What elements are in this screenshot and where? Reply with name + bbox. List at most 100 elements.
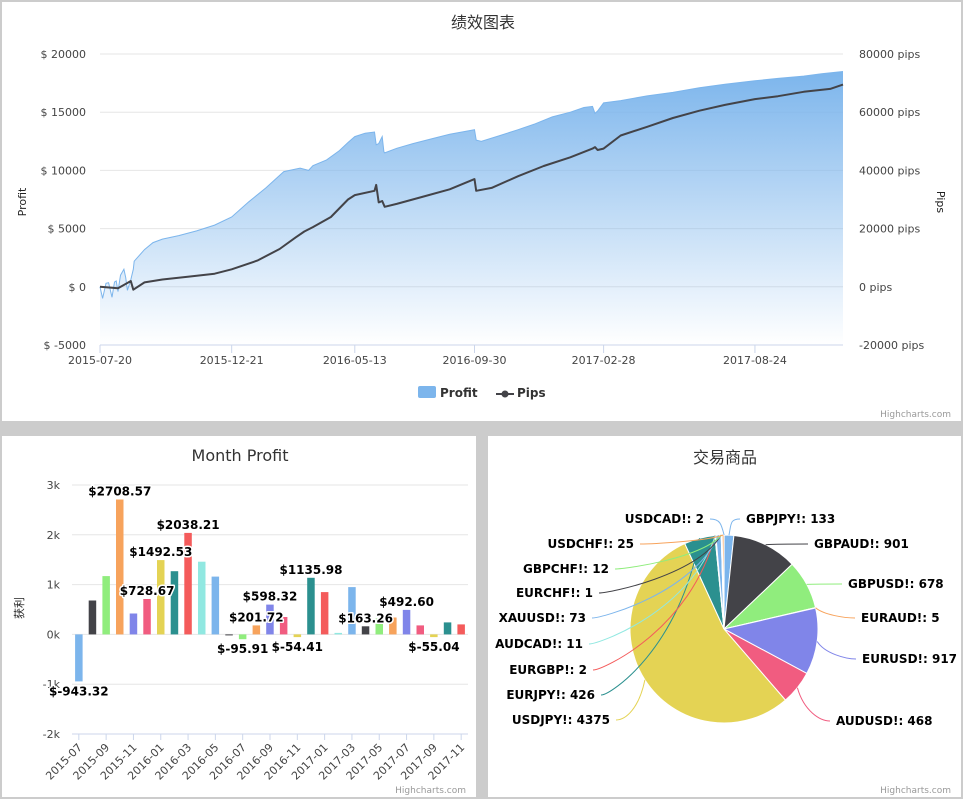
pie-label: GBPCHF!: 12	[523, 562, 609, 576]
bar-data-label: $1492.53	[129, 545, 192, 559]
bar-data-label: $201.72	[229, 610, 284, 624]
legend-item-pips[interactable]: Pips	[496, 386, 546, 400]
pie-slice	[723, 534, 793, 631]
month-bar	[307, 577, 315, 635]
pie-label: EURAUD!: 5	[861, 611, 940, 625]
month-bar	[361, 626, 370, 635]
pie-label: GBPAUD!: 901	[814, 537, 909, 551]
pie-connector	[614, 534, 723, 570]
legend-item-profit[interactable]: Profit	[418, 386, 478, 400]
profit-line	[99, 71, 844, 299]
bar-data-label: $-55.04	[408, 640, 459, 654]
y-tick-label: -1k	[43, 678, 61, 691]
legend-label-profit: Profit	[440, 386, 478, 400]
month-bar	[402, 609, 411, 635]
month-bar	[252, 625, 261, 635]
month-profit-panel: Month Profit -2k -1k 0k 1k 2k 3k 2015-07 2015-…	[2, 436, 476, 797]
pie-label: USDJPY!: 4375	[512, 713, 610, 727]
bar-data-label: $-54.41	[272, 640, 323, 654]
month-bar	[88, 600, 97, 635]
month-bar	[184, 532, 192, 635]
month-bar	[389, 617, 397, 635]
month-bar	[170, 571, 179, 635]
month-bar	[198, 561, 206, 635]
month-bar	[375, 618, 383, 635]
pie-connector	[598, 534, 722, 594]
x-tick-label: 2015-07-20	[68, 354, 132, 367]
bar-data-label: $163.26	[338, 611, 393, 625]
x-tick-label: 2016-05-13	[323, 354, 387, 367]
performance-chart: 绩效图表 $ -5000 $ 0 $ 5000 $ 10000 $ 15000 $ 200…	[16, 13, 951, 420]
month-bar	[75, 634, 83, 682]
month-bar	[102, 576, 110, 635]
instruments-pie-panel: 交易商品 USDCAD!: 2 GBPJPY!: 133 GBPAUD!: 901 G…	[488, 436, 961, 797]
y-right-tick-label: 0 pips	[859, 281, 893, 294]
x-tick-label: 2016-09-30	[443, 354, 507, 367]
y-tick-label: $ 5000	[48, 223, 87, 236]
legend-label-pips: Pips	[517, 386, 546, 400]
month-bar	[266, 604, 274, 635]
pie-connector	[815, 607, 856, 619]
month-bar	[116, 499, 124, 635]
credits-link[interactable]: Highcharts.com	[880, 410, 951, 420]
pie-connector	[591, 534, 719, 619]
y-tick-label: $ 10000	[41, 164, 87, 177]
y-tick-label: -2k	[43, 728, 61, 741]
performance-chart-panel: 绩效图表 $ -5000 $ 0 $ 5000 $ 10000 $ 15000 $ 200…	[2, 2, 961, 421]
x-tick-label: 2017-08-24	[723, 354, 787, 367]
pie-label: EURUSD!: 917	[862, 652, 957, 666]
pie-label: EURGBP!: 2	[509, 663, 587, 677]
pie-connector	[728, 518, 741, 536]
pie-connector	[639, 534, 724, 545]
bar-data-label: $492.60	[379, 595, 434, 609]
pie-label: EURJPY!: 426	[506, 688, 595, 702]
bar-data-label: $-95.91	[217, 642, 268, 656]
performance-chart-title: 绩效图表	[451, 13, 515, 32]
y-right-tick-label: 40000 pips	[859, 164, 921, 177]
month-bar	[293, 634, 302, 638]
pips-axis-title: Pips	[934, 191, 947, 213]
y-right-tick-label: 80000 pips	[859, 48, 921, 61]
month-bar	[320, 592, 329, 635]
pie-label: USDCAD!: 2	[625, 512, 704, 526]
legend-marker-pips	[501, 390, 509, 398]
pie-label: AUDCAD!: 11	[495, 637, 583, 651]
pie-connector	[816, 641, 857, 660]
pie-label: USDCHF!: 25	[547, 537, 634, 551]
month-bar	[143, 599, 151, 635]
pie-label: XAUUSD!: 73	[499, 611, 586, 625]
month-bar	[457, 624, 465, 635]
credits-link-pie[interactable]: Highcharts.com	[880, 786, 951, 796]
pips-line	[99, 83, 844, 291]
month-bar	[157, 560, 165, 635]
legend-swatch-profit	[418, 386, 436, 398]
x-tick-label: 2017-02-28	[572, 354, 636, 367]
month-bar	[430, 634, 438, 638]
month-bar	[443, 622, 452, 635]
month-profit-title: Month Profit	[192, 446, 289, 465]
y-right-tick-label: 20000 pips	[859, 223, 921, 236]
pie-connector	[615, 679, 646, 721]
bar-data-label: $2038.21	[157, 518, 220, 532]
month-bar	[279, 617, 288, 635]
pie-label: AUDUSD!: 468	[836, 714, 932, 728]
pie-slice	[722, 607, 819, 675]
y-tick-label: $ 20000	[41, 48, 87, 61]
instruments-pie-chart: 交易商品 USDCAD!: 2 GBPJPY!: 133 GBPAUD!: 901 G…	[494, 448, 959, 796]
credits-link-month[interactable]: Highcharts.com	[395, 786, 466, 796]
month-bar	[416, 625, 424, 635]
bar-data-label: $728.67	[120, 584, 175, 598]
y-tick-label: $ -5000	[44, 339, 86, 352]
y-tick-label: 2k	[47, 529, 61, 542]
month-bar	[225, 634, 233, 636]
y-right-tick-label: 60000 pips	[859, 106, 921, 119]
y-tick-label: $ 0	[69, 281, 87, 294]
y-tick-label: 0k	[47, 628, 61, 641]
pie-label: GBPJPY!: 133	[746, 512, 835, 526]
y-tick-label: 3k	[47, 479, 61, 492]
y-right-tick-label: -20000 pips	[859, 339, 924, 352]
bar-data-label: $598.32	[243, 590, 298, 604]
profit-axis-title: Profit	[16, 187, 29, 216]
pie-connector	[600, 538, 700, 696]
